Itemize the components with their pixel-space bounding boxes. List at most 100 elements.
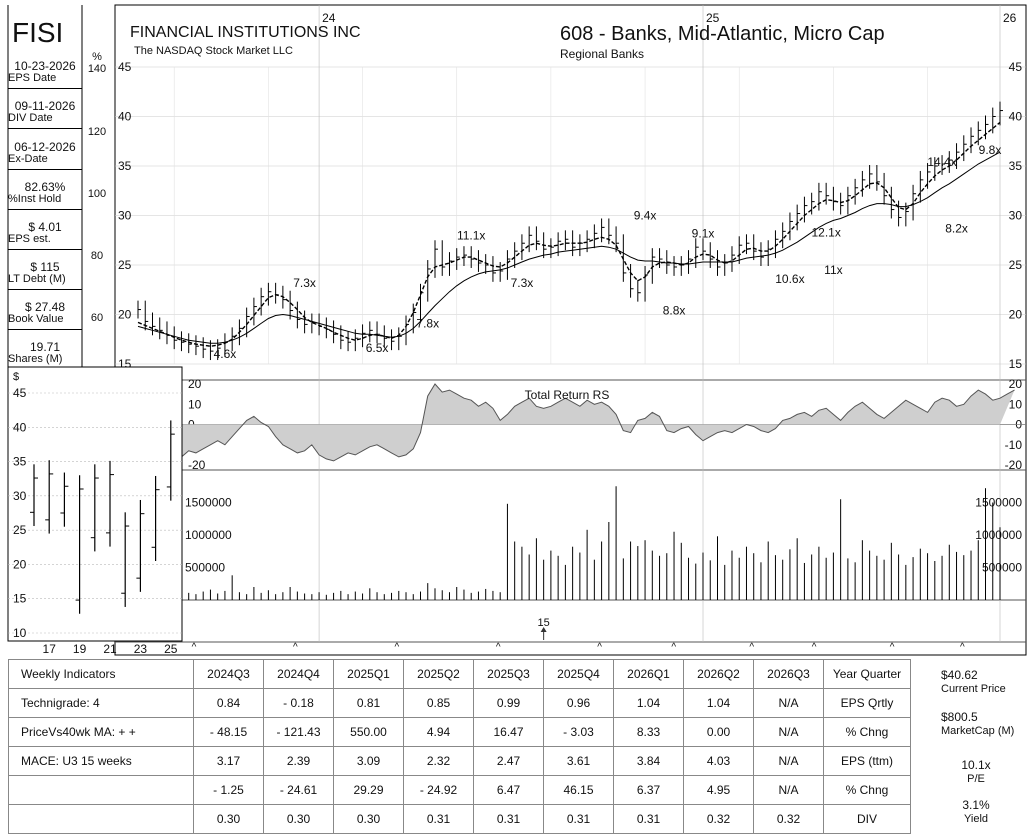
row-label: Weekly Indicators [8, 659, 194, 689]
table-cell: 0.85 [403, 688, 474, 718]
table-cell: - 0.18 [263, 688, 334, 718]
pct-tick: 120 [88, 126, 106, 138]
table-cell: 4.94 [403, 717, 474, 747]
dividend-caret: ^ [293, 642, 298, 653]
table-cell: 2.47 [473, 746, 544, 776]
pe-annotation: 11x [824, 263, 842, 277]
table-cell: 0.99 [473, 688, 544, 718]
inset-x-label: 21 [103, 642, 117, 656]
quarter-header: 2025Q1 [333, 659, 404, 689]
dividend-caret: ^ [394, 642, 399, 653]
dividend-caret: ^ [812, 642, 817, 653]
row-desc: EPS (ttm) [823, 746, 911, 776]
market-cap: $800.5 MarketCap (M) [927, 710, 1025, 738]
table-cell: 2.39 [263, 746, 334, 776]
rs-tick-right: -20 [1005, 458, 1023, 472]
pe-annotation: 9.4x [634, 208, 657, 222]
pe-ratio: 10.1x P/E [927, 758, 1025, 786]
rs-title: Total Return RS [525, 388, 610, 402]
inset-tick: 10 [13, 626, 27, 640]
quarter-header: 2025Q3 [473, 659, 544, 689]
row-desc: EPS Qrtly [823, 688, 911, 718]
sidebar-eps-date: 10-23-2026 EPS Date [8, 60, 82, 89]
pe-annotation: 10.6x [775, 272, 804, 286]
desc-header: Year Quarter [823, 659, 911, 689]
event-marker-arrowhead [540, 627, 547, 632]
table-cell: - 24.61 [263, 775, 334, 805]
price-tick-left: 25 [118, 258, 132, 272]
rs-tick-right: 20 [1009, 377, 1023, 391]
inset-tick: 20 [13, 557, 27, 571]
table-cell: 0.31 [473, 804, 544, 834]
sidebar-label: DIV Date [8, 112, 53, 124]
table-row: Technigrade: 4 0.84 - 0.18 0.81 0.85 0.9… [8, 688, 911, 718]
price-tick-right: 15 [1009, 357, 1023, 371]
row-label: PriceVs40wk MA: + + [8, 717, 194, 747]
table-cell: 16.47 [473, 717, 544, 747]
table-cell: N/A [753, 717, 824, 747]
pct-tick: 60 [91, 312, 103, 324]
quarter-header: 2026Q3 [753, 659, 824, 689]
year-label: 24 [322, 11, 336, 25]
sidebar-value: 19.71 [29, 340, 61, 354]
sidebar-value: $ 27.48 [24, 300, 66, 314]
price-tick-left: 40 [118, 110, 132, 124]
event-marker-label: 15 [538, 617, 550, 629]
table-cell: N/A [753, 688, 824, 718]
inset-tick: 15 [13, 592, 27, 606]
volume-tick-left: 1500000 [185, 496, 232, 510]
table-cell: 0.32 [753, 804, 824, 834]
quarter-header: 2026Q1 [613, 659, 684, 689]
sidebar-value: 82.63% [24, 180, 66, 194]
table-cell: 3.61 [543, 746, 614, 776]
table-cell: - 121.43 [263, 717, 334, 747]
dividend-caret: ^ [597, 642, 602, 653]
inset-tick: 35 [13, 455, 27, 469]
table-cell: 6.37 [613, 775, 684, 805]
pe-annotation: 12.1x [811, 225, 840, 239]
sidebar-lt-debt: $ 115 LT Debt (M) [8, 261, 82, 290]
table-cell: N/A [753, 746, 824, 776]
pe-annotation: 9.8x [979, 143, 1002, 157]
table-cell: 8.33 [613, 717, 684, 747]
volume-tick-right: 1500000 [975, 496, 1022, 510]
table-row: MACE: U3 15 weeks 3.17 2.39 3.09 2.32 2.… [8, 746, 911, 776]
table-cell: 46.15 [543, 775, 614, 805]
dividend-yield: 3.1% Yield [927, 798, 1025, 826]
volume-tick-right: 1000000 [975, 528, 1022, 542]
table-cell: 0.30 [263, 804, 334, 834]
year-label: 26 [1003, 11, 1017, 25]
pe-annotation: 8.8x [663, 304, 686, 318]
quarter-header: 2026Q2 [683, 659, 754, 689]
sidebar-eps-est: $ 4.01 EPS est. [8, 221, 82, 250]
price-tick-left: 35 [118, 159, 132, 173]
table-cell: 0.96 [543, 688, 614, 718]
main-chart-frame [114, 4, 1027, 656]
quarter-header: 2025Q4 [543, 659, 614, 689]
price-tick-left: 30 [118, 209, 132, 223]
volume-tick-left: 500000 [185, 561, 225, 575]
table-cell: 3.09 [333, 746, 404, 776]
rs-tick-left: -20 [188, 458, 206, 472]
pct-axis-label: % [92, 51, 102, 63]
group-name: 608 - Banks, Mid-Atlantic, Micro Cap [560, 23, 885, 45]
table-cell: 0.31 [613, 804, 684, 834]
inset-tick: 25 [13, 523, 27, 537]
table-cell: 3.84 [613, 746, 684, 776]
fundamentals-table: Weekly Indicators 2024Q3 2024Q4 2025Q1 2… [8, 659, 911, 834]
quarter-header: 2024Q3 [193, 659, 264, 689]
dividend-caret: ^ [890, 642, 895, 653]
yield-label: Yield [963, 813, 989, 825]
sidebar-shares: 19.71 Shares (M) [8, 341, 82, 367]
dividend-caret: ^ [960, 642, 965, 653]
table-cell: 0.81 [333, 688, 404, 718]
sidebar-label: EPS Date [8, 72, 57, 84]
row-label: Technigrade: 4 [8, 688, 194, 718]
pe-annotation: 6.5x [366, 341, 389, 355]
sidebar-ex-date: 06-12-2026 Ex-Date [8, 141, 82, 170]
current-price: $40.62 Current Price [927, 668, 1025, 696]
current-price-label: Current Price [941, 683, 1006, 695]
table-cell: 0.31 [403, 804, 474, 834]
volume-tick-left: 1000000 [185, 528, 232, 542]
